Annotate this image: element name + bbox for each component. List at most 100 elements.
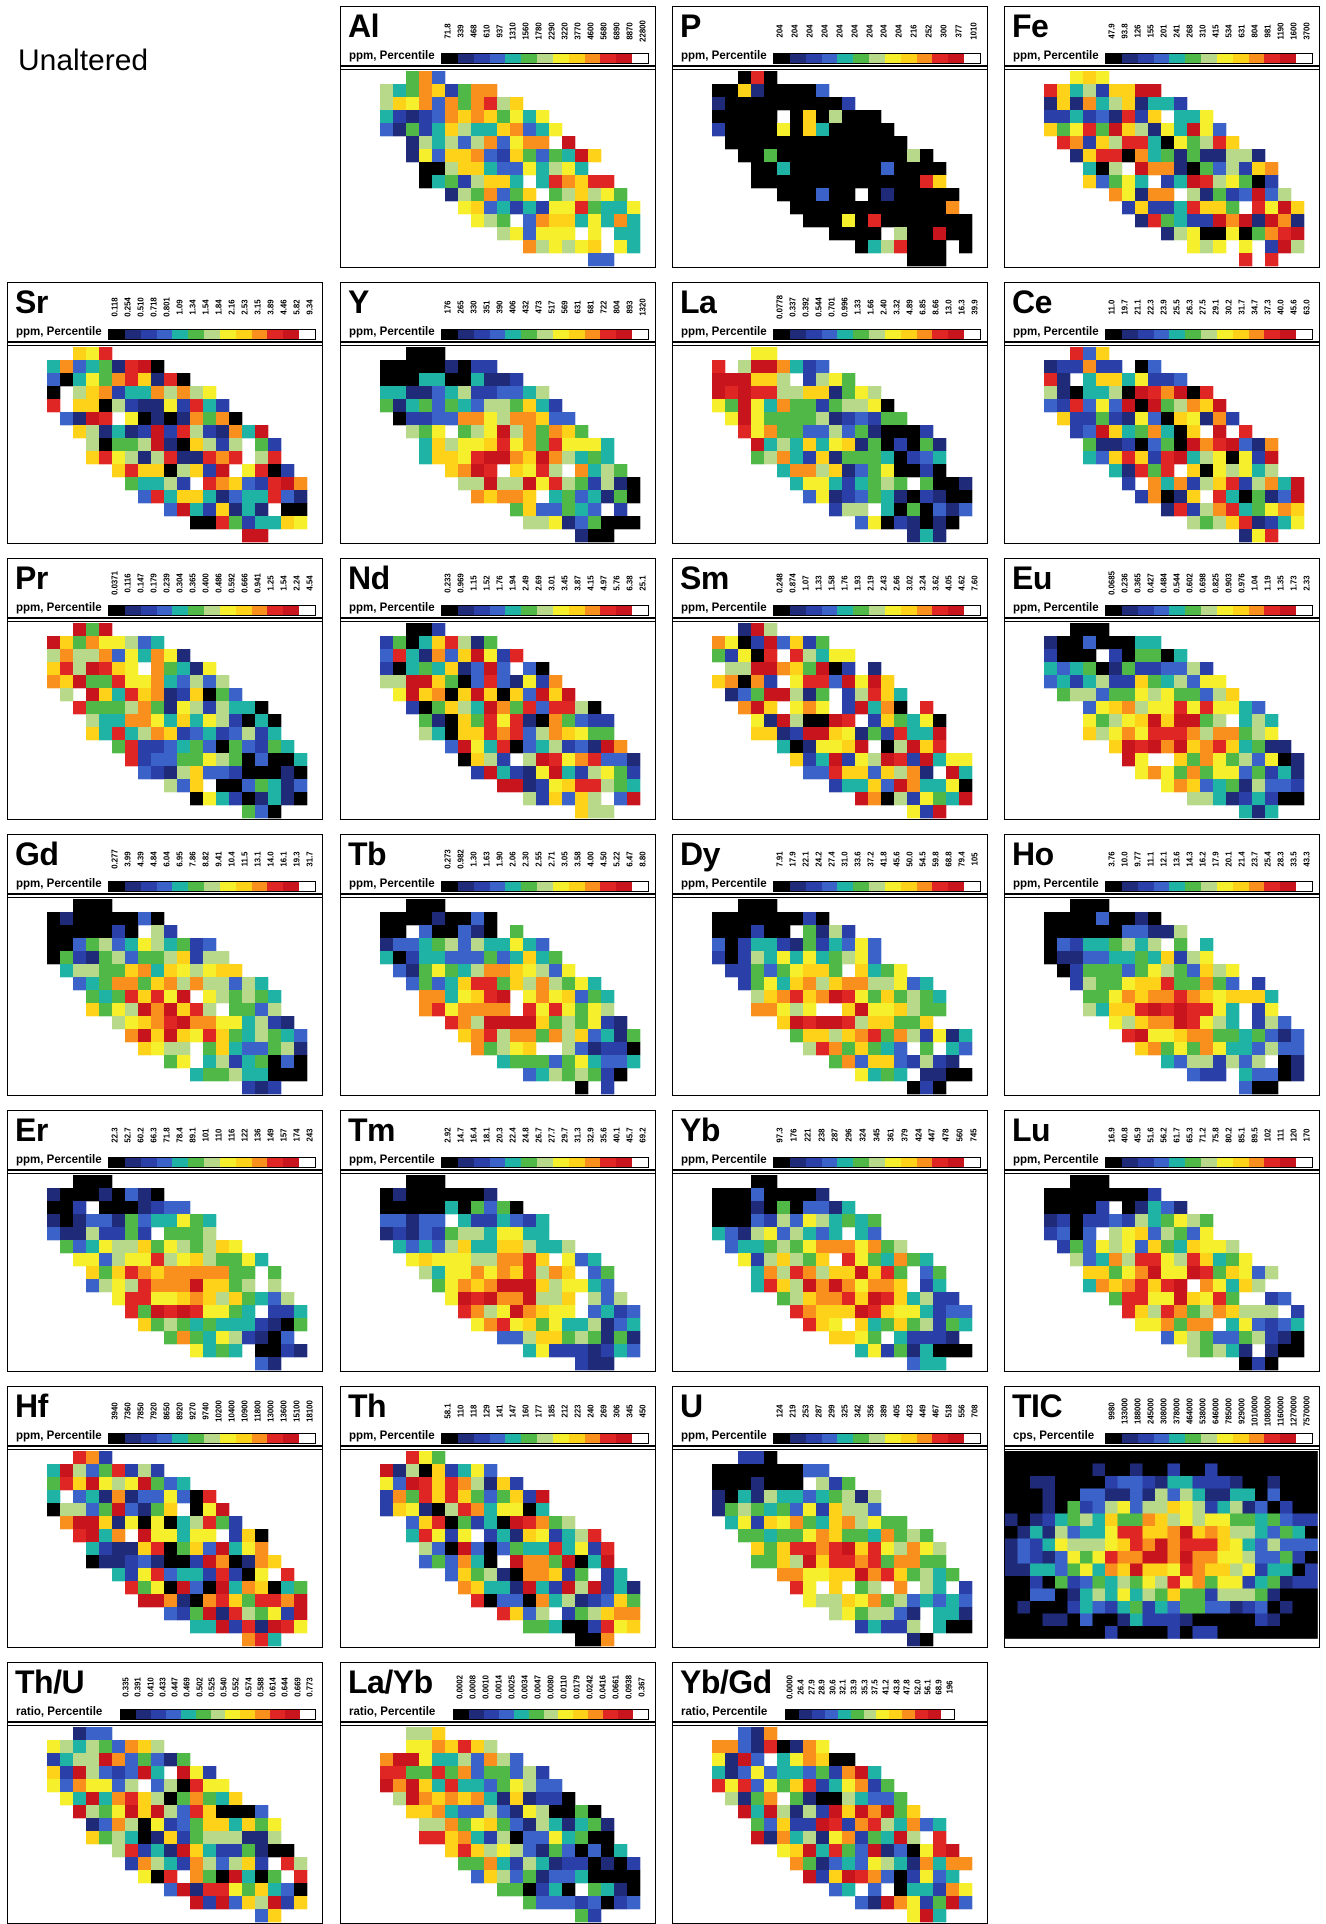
heatmap-cell xyxy=(790,714,803,727)
heatmap-cell xyxy=(112,1792,125,1805)
heatmap-cell xyxy=(510,766,523,779)
heatmap-cell xyxy=(751,938,764,951)
heatmap-cell xyxy=(549,1055,562,1068)
heatmap-cell xyxy=(588,779,601,792)
heatmap-cell xyxy=(933,740,946,753)
heatmap-cell xyxy=(445,162,458,175)
heatmap-cell xyxy=(933,1279,946,1292)
heatmap-cell xyxy=(933,1344,946,1357)
heatmap-cell xyxy=(1055,1626,1068,1639)
heatmap-cell xyxy=(497,701,510,714)
heatmap-cell xyxy=(588,1016,601,1029)
heatmap-cell xyxy=(920,977,933,990)
heatmap-cell xyxy=(1083,977,1096,990)
heatmap-cell xyxy=(393,360,406,373)
tick-label: 9.41 xyxy=(214,837,224,881)
color-bar-swatch xyxy=(172,330,188,339)
heatmap-cell xyxy=(536,1253,549,1266)
color-bar-swatch xyxy=(869,882,885,891)
tick-label: 126 xyxy=(1133,9,1143,53)
heatmap-cell xyxy=(575,753,588,766)
heatmap-cell xyxy=(1135,360,1148,373)
heatmap-cell xyxy=(1187,701,1200,714)
heatmap-cell xyxy=(268,1594,281,1607)
unit-label: ppm, Percentile xyxy=(681,326,767,338)
heatmap-cell xyxy=(588,1305,601,1318)
heatmap-cell xyxy=(242,1581,255,1594)
heatmap-cell xyxy=(1155,1551,1168,1564)
heatmap-cell xyxy=(816,438,829,451)
heatmap-cell xyxy=(510,1042,523,1055)
heatmap-sr xyxy=(8,347,321,543)
heatmap-cell xyxy=(907,1542,920,1555)
heatmap-cell xyxy=(268,792,281,805)
heatmap-cell xyxy=(601,529,614,542)
heatmap-cell xyxy=(99,451,112,464)
heatmap-cell xyxy=(125,649,138,662)
heatmap-cell xyxy=(1135,1188,1148,1201)
heatmap-cell xyxy=(1187,1318,1200,1331)
heatmap-cell xyxy=(1193,1476,1206,1489)
tick-label: 33.6 xyxy=(853,837,863,881)
heatmap-cell xyxy=(1205,1539,1218,1552)
heatmap-yb xyxy=(673,1175,986,1371)
heatmap-cell xyxy=(484,766,497,779)
heatmap-cell xyxy=(419,438,432,451)
tick-label: 122 xyxy=(240,1113,250,1157)
heatmap-cell xyxy=(497,175,510,188)
heatmap-cell xyxy=(203,1792,216,1805)
heatmap-cell xyxy=(1187,714,1200,727)
heatmap-cell xyxy=(803,477,816,490)
heatmap-cell xyxy=(1161,1318,1174,1331)
heatmap-cell xyxy=(894,201,907,214)
heatmap-cell xyxy=(881,188,894,201)
heatmap-cell xyxy=(751,149,764,162)
heatmap-cell xyxy=(816,688,829,701)
heatmap-cell xyxy=(164,412,177,425)
heatmap-cell xyxy=(725,97,738,110)
heatmap-cell xyxy=(523,1240,536,1253)
tick-label: 1.94 xyxy=(508,561,518,605)
tick-label: 27.4 xyxy=(827,837,837,881)
color-bar xyxy=(1105,1157,1313,1168)
heatmap-cell xyxy=(738,623,751,636)
heatmap-cell xyxy=(764,136,777,149)
heatmap-cell xyxy=(151,1240,164,1253)
heatmap-cell xyxy=(907,201,920,214)
heatmap-cell xyxy=(601,1003,614,1016)
heatmap-cell xyxy=(1161,503,1174,516)
heatmap-cell xyxy=(242,490,255,503)
heatmap-cell xyxy=(151,1016,164,1029)
heatmap-cell xyxy=(484,1292,497,1305)
heatmap-cell xyxy=(1083,623,1096,636)
heatmap-cell xyxy=(1205,1614,1218,1627)
heatmap-cell xyxy=(497,1016,510,1029)
heatmap-cell xyxy=(601,1016,614,1029)
heatmap-cell xyxy=(829,1266,842,1279)
heatmap-cell xyxy=(99,1464,112,1477)
color-bar-swatch xyxy=(125,882,141,891)
heatmap-cell xyxy=(125,1240,138,1253)
heatmap-cell xyxy=(125,688,138,701)
heatmap-cell xyxy=(1018,1489,1031,1502)
heatmap-cell xyxy=(549,1266,562,1279)
heatmap-cell xyxy=(138,438,151,451)
heatmap-cell xyxy=(1057,1201,1070,1214)
tick-label: 188000 xyxy=(1133,1389,1143,1433)
heatmap-cell xyxy=(523,490,536,503)
heatmap-cell xyxy=(920,1042,933,1055)
heatmap-cell xyxy=(203,1766,216,1779)
heatmap-cell xyxy=(203,1529,216,1542)
heatmap-cell xyxy=(588,1529,601,1542)
heatmap-cell xyxy=(1200,149,1213,162)
heatmap-cell xyxy=(536,990,549,1003)
heatmap-cell xyxy=(1278,490,1291,503)
heatmap-cell xyxy=(242,1253,255,1266)
heatmap-cell xyxy=(907,490,920,503)
heatmap-cell xyxy=(1226,1292,1239,1305)
color-bar-swatch xyxy=(537,330,553,339)
heatmap-cell xyxy=(47,675,60,688)
color-bar-swatch xyxy=(442,1434,458,1443)
heatmap-cell xyxy=(842,386,855,399)
